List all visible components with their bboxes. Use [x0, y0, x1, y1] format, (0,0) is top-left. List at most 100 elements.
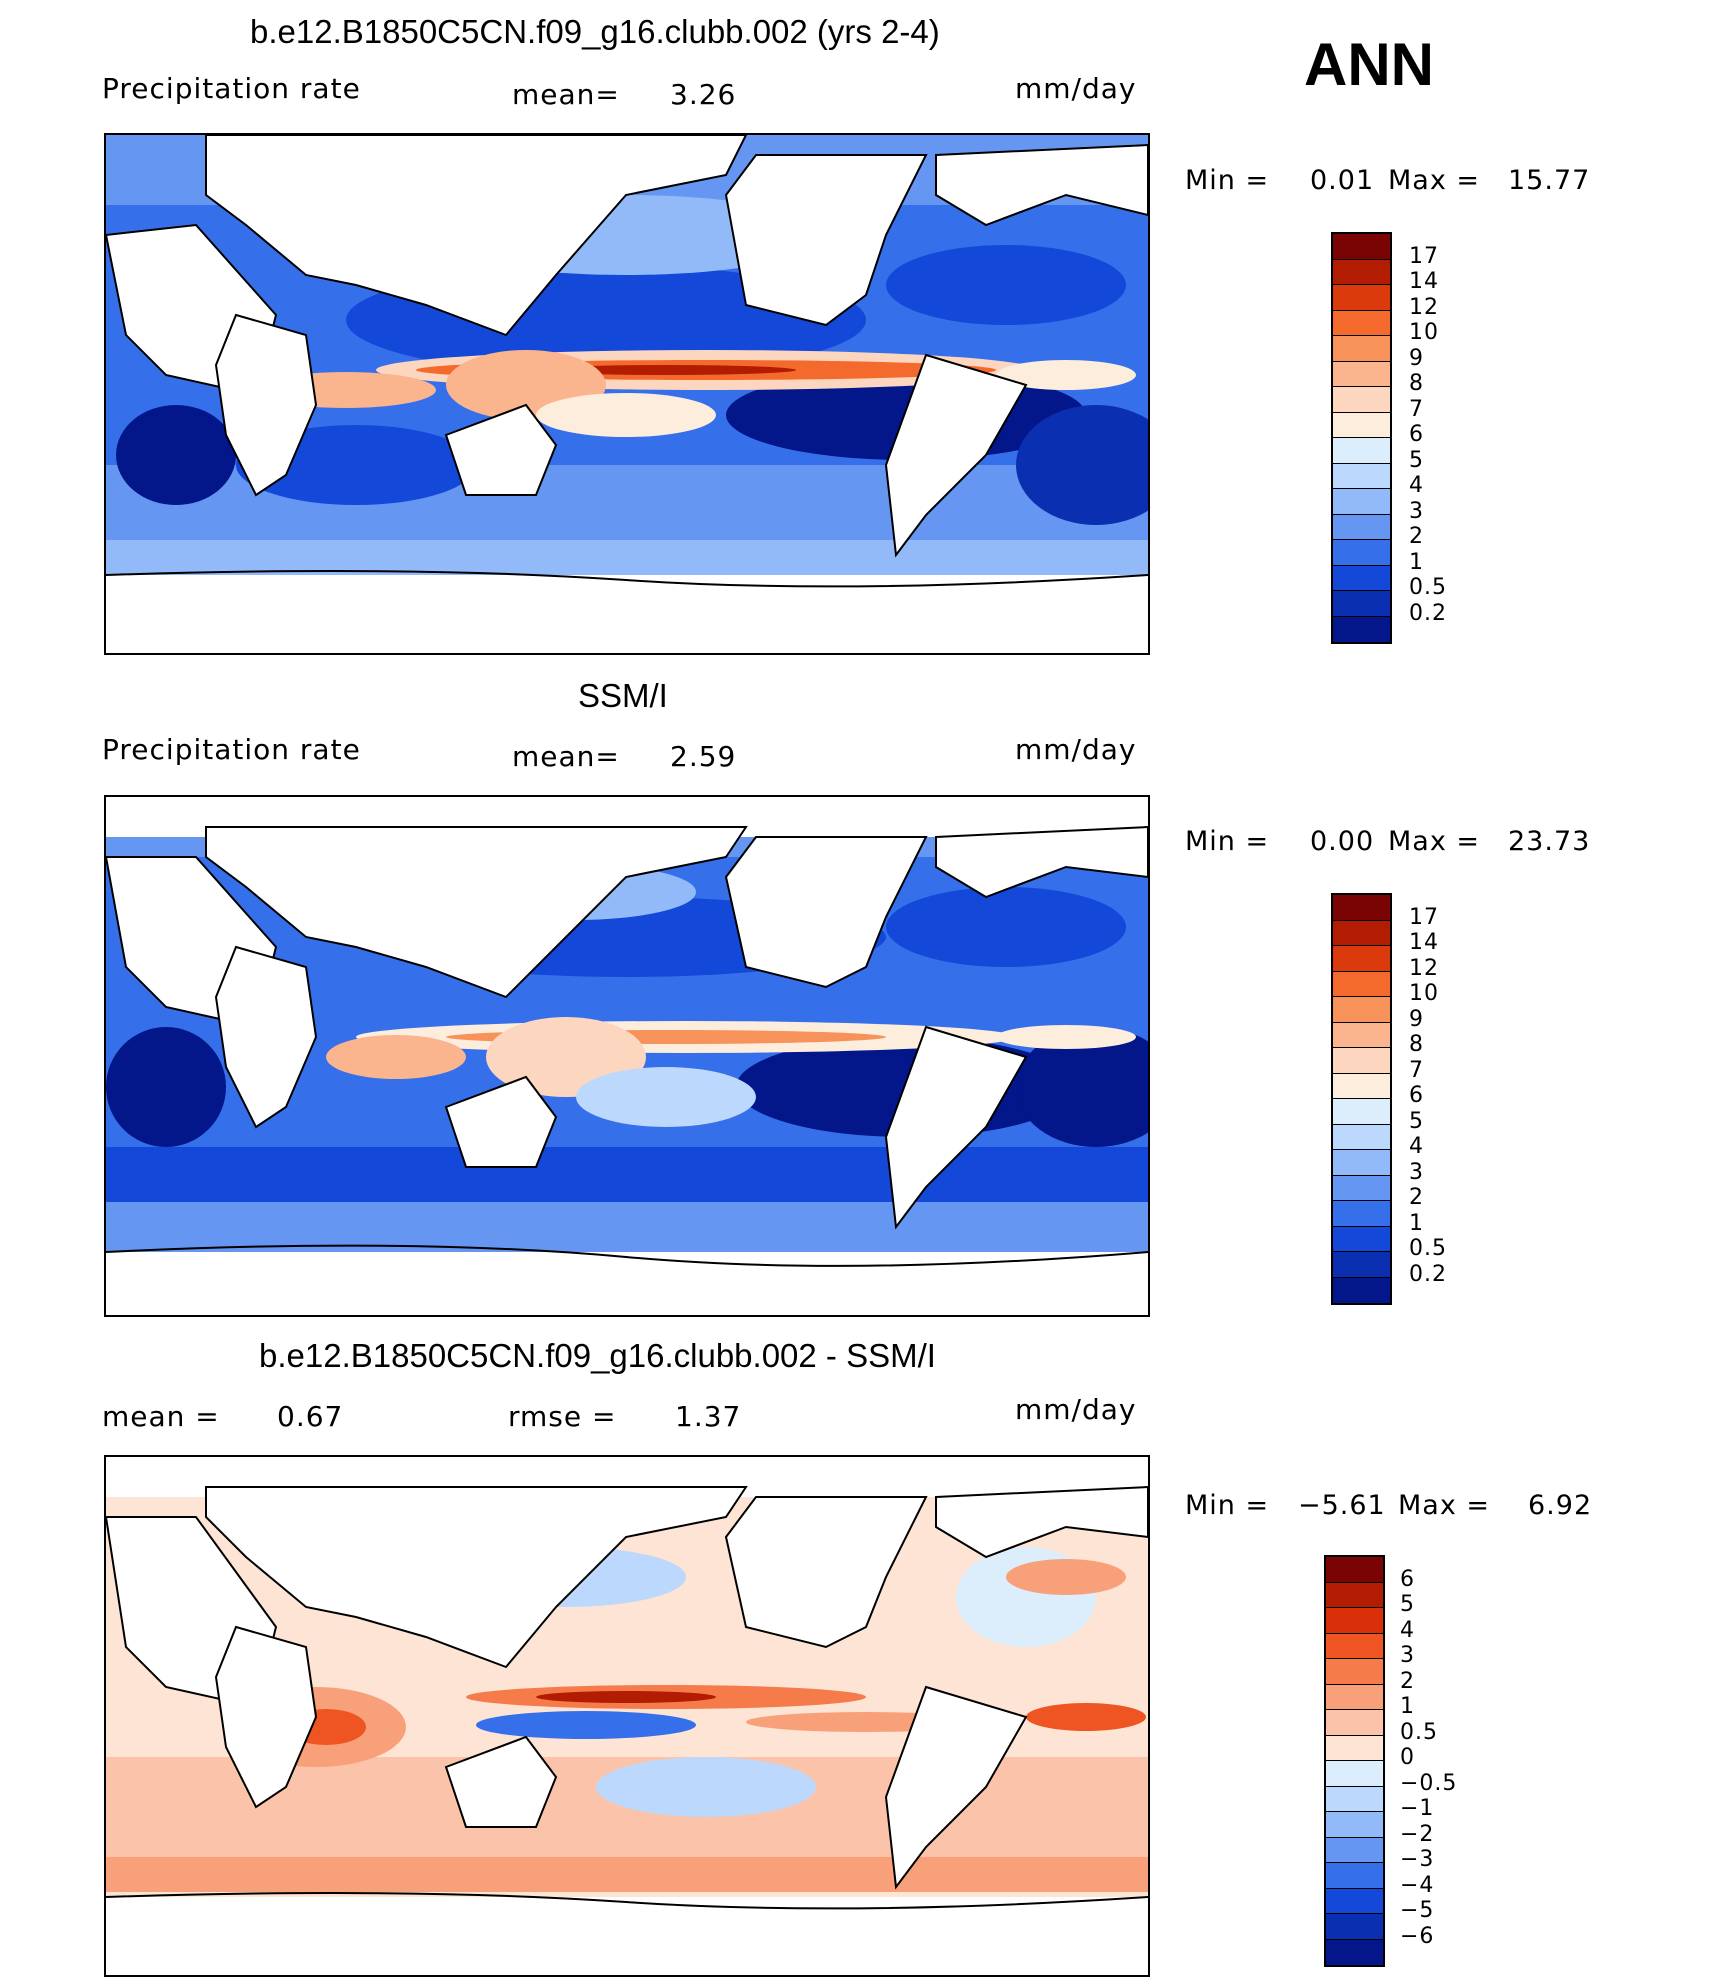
colorbar-swatch [1333, 514, 1390, 540]
panel1-variable-label: Precipitation rate [102, 72, 361, 105]
panel3-map-field [106, 1457, 1148, 1975]
colorbar-tick-label: −0.5 [1400, 1770, 1458, 1796]
colorbar-tick-label: 4 [1409, 1134, 1424, 1159]
panel2-colorbar [1331, 893, 1392, 1305]
colorbar-swatch [1333, 336, 1390, 362]
colorbar-swatch [1333, 1099, 1390, 1125]
panel1-max-value: 15.77 [1508, 165, 1591, 196]
panel3-units: mm/day [1015, 1393, 1137, 1426]
colorbar-swatch [1333, 1150, 1390, 1176]
colorbar-swatch [1326, 1939, 1383, 1965]
panel1-map [104, 133, 1150, 655]
colorbar-swatch [1326, 1812, 1383, 1838]
panel2-colorbar-labels: 17 14 12 10 9 8 7 6 5 4 3 2 1 0.5 0.2 [1409, 893, 1489, 1301]
colorbar-tick-label: 1 [1409, 549, 1424, 575]
colorbar-tick-label: 0.2 [1409, 1261, 1447, 1287]
colorbar-swatch [1333, 1201, 1390, 1227]
colorbar-swatch [1326, 1761, 1383, 1787]
colorbar-swatch [1326, 1684, 1383, 1710]
colorbar-tick-label: −5 [1400, 1898, 1435, 1923]
panel3-title: b.e12.B1850C5CN.f09_g16.clubb.002 - SSM/… [259, 1337, 936, 1374]
colorbar-swatch [1333, 489, 1390, 515]
colorbar-swatch [1326, 1633, 1383, 1659]
colorbar-swatch [1326, 1659, 1383, 1685]
colorbar-swatch [1333, 997, 1390, 1023]
colorbar-swatch [1326, 1735, 1383, 1761]
colorbar-tick-label: 12 [1409, 955, 1439, 981]
colorbar-tick-label: 3 [1409, 1159, 1424, 1185]
panel1-map-field [106, 135, 1148, 653]
panel2-mean-value: 2.59 [670, 740, 737, 773]
panel2-mean-label: mean= [512, 740, 620, 773]
colorbar-tick-label: 0.2 [1409, 600, 1447, 626]
panel1-min-label: Min = [1185, 165, 1270, 196]
colorbar-swatch [1333, 259, 1390, 285]
panel3-map [104, 1455, 1150, 1977]
panel3-mean-value: 0.67 [277, 1400, 344, 1433]
panel2-min-value: 0.00 [1310, 826, 1375, 857]
colorbar-swatch [1326, 1710, 1383, 1736]
panel2-units: mm/day [1015, 733, 1137, 766]
panel1-units: mm/day [1015, 72, 1137, 105]
colorbar-tick-label: 0.5 [1409, 575, 1447, 600]
colorbar-swatch [1333, 946, 1390, 972]
panel2-map-field [106, 797, 1148, 1315]
panel1-max-label: Max = [1388, 165, 1481, 196]
colorbar-tick-label: 0 [1400, 1745, 1415, 1770]
colorbar-tick-label: 0.5 [1409, 1236, 1447, 1261]
colorbar-tick-label: 2 [1400, 1668, 1415, 1694]
colorbar-tick-label: 10 [1409, 320, 1439, 345]
colorbar-tick-label: −6 [1400, 1923, 1435, 1949]
colorbar-tick-label: 5 [1409, 1108, 1424, 1134]
panel3-min-label: Min = [1185, 1490, 1270, 1521]
colorbar-swatch [1333, 310, 1390, 336]
colorbar-swatch [1326, 1786, 1383, 1812]
colorbar-swatch [1333, 463, 1390, 489]
colorbar-tick-label: 9 [1409, 345, 1424, 371]
colorbar-swatch [1333, 1226, 1390, 1252]
colorbar-swatch [1333, 591, 1390, 617]
colorbar-swatch [1326, 1888, 1383, 1914]
colorbar-tick-label: 3 [1409, 498, 1424, 524]
colorbar-tick-label: −3 [1400, 1847, 1435, 1872]
colorbar-tick-label: −4 [1400, 1872, 1435, 1898]
colorbar-tick-label: 14 [1409, 930, 1439, 955]
colorbar-tick-label: 12 [1409, 294, 1439, 320]
colorbar-tick-label: 4 [1409, 473, 1424, 498]
colorbar-swatch [1333, 234, 1390, 260]
colorbar-swatch [1326, 1914, 1383, 1940]
panel1-colorbar [1331, 232, 1392, 644]
colorbar-tick-label: 17 [1409, 243, 1439, 269]
colorbar-swatch [1333, 895, 1390, 921]
colorbar-tick-label: 9 [1409, 1006, 1424, 1032]
colorbar-swatch [1333, 1073, 1390, 1099]
panel3-rmse-value: 1.37 [675, 1400, 742, 1433]
colorbar-swatch [1333, 387, 1390, 413]
panel2-min-label: Min = [1185, 826, 1270, 857]
colorbar-tick-label: 4 [1400, 1617, 1415, 1643]
panel3-max-value: 6.92 [1528, 1490, 1593, 1521]
colorbar-tick-label: 6 [1409, 422, 1424, 447]
colorbar-swatch [1333, 285, 1390, 311]
colorbar-tick-label: 6 [1409, 1083, 1424, 1108]
colorbar-tick-label: 3 [1400, 1643, 1415, 1668]
colorbar-swatch [1333, 1124, 1390, 1150]
panel1-colorbar-labels: 17 14 12 10 9 8 7 6 5 4 3 2 1 0.5 0.2 [1409, 232, 1489, 640]
colorbar-swatch [1326, 1557, 1383, 1583]
colorbar-tick-label: −1 [1400, 1796, 1435, 1821]
colorbar-swatch [1326, 1582, 1383, 1608]
panel3-rmse-label: rmse = [508, 1400, 617, 1433]
colorbar-swatch [1333, 540, 1390, 566]
colorbar-swatch [1333, 1022, 1390, 1048]
colorbar-swatch [1326, 1608, 1383, 1634]
panel3-colorbar [1324, 1555, 1385, 1967]
colorbar-swatch [1326, 1863, 1383, 1889]
colorbar-swatch [1333, 565, 1390, 591]
colorbar-tick-label: 1 [1400, 1694, 1415, 1719]
panel1-mean-value: 3.26 [670, 78, 737, 111]
colorbar-tick-label: 8 [1409, 1032, 1424, 1057]
colorbar-swatch [1333, 1175, 1390, 1201]
colorbar-tick-label: 6 [1400, 1566, 1415, 1592]
colorbar-swatch [1333, 616, 1390, 642]
colorbar-tick-label: 10 [1409, 981, 1439, 1006]
